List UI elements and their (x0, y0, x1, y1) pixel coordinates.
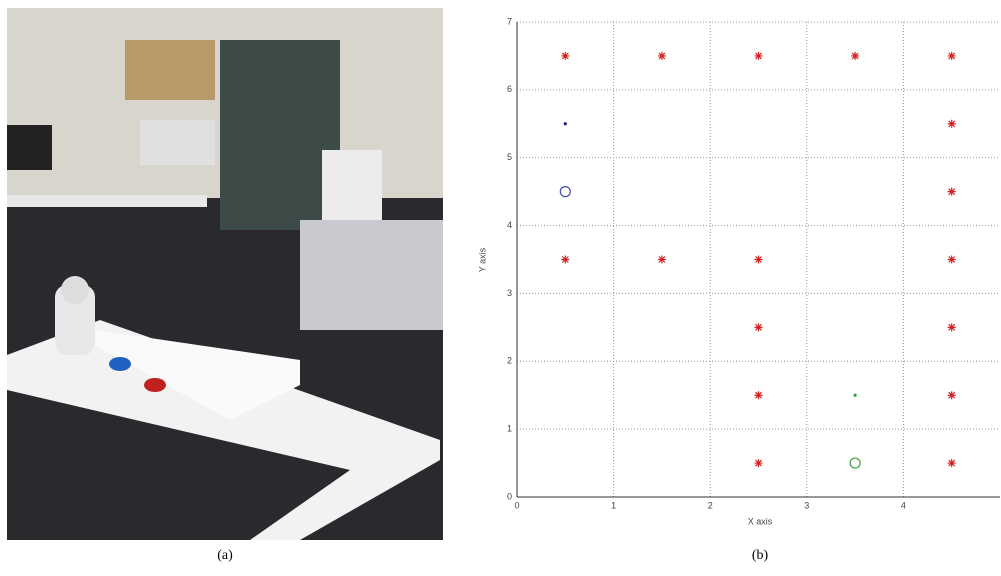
y-axis-label: Y axis (477, 247, 487, 272)
y-tick-label: 2 (507, 356, 512, 366)
star-marker (561, 256, 569, 264)
y-tick-label: 3 (507, 288, 512, 298)
star-marker (755, 391, 763, 399)
star-marker (948, 323, 956, 331)
star-marker (658, 256, 666, 264)
star-marker (948, 188, 956, 196)
x-tick-label: 2 (708, 500, 713, 510)
y-tick-label: 1 (507, 424, 512, 434)
figure: (a) (b) X axis Y axis 0 1 2 3 4 0 1 2 3 4 5 6 7 (0, 0, 1001, 571)
star-marker (755, 52, 763, 60)
caption: (a) (217, 548, 233, 563)
caption: (b) (752, 548, 769, 563)
star-marker (755, 323, 763, 331)
y-tick-label: 5 (507, 152, 512, 162)
x-tick-label: 0 (514, 500, 519, 510)
x-tick-label: 4 (901, 500, 906, 510)
dot-marker (854, 394, 857, 397)
x-tick-label: 3 (804, 500, 809, 510)
y-tick-label: 4 (507, 220, 512, 230)
star-marker (755, 256, 763, 264)
y-tick-label: 7 (507, 16, 512, 26)
circle-marker (560, 187, 570, 197)
star-marker (658, 52, 666, 60)
x-tick-label: 1 (611, 500, 616, 510)
y-tick-label: 6 (507, 84, 512, 94)
circle-marker (850, 458, 860, 468)
star-marker (561, 52, 569, 60)
star-marker (851, 52, 859, 60)
star-marker (755, 459, 763, 467)
dot-marker (564, 122, 567, 125)
star-marker (948, 391, 956, 399)
x-axis-label: X axis (748, 516, 773, 526)
star-marker (948, 120, 956, 128)
y-tick-label: 0 (507, 491, 512, 501)
star-marker (948, 256, 956, 264)
photo (7, 8, 443, 540)
star-marker (948, 52, 956, 60)
star-marker (948, 459, 956, 467)
